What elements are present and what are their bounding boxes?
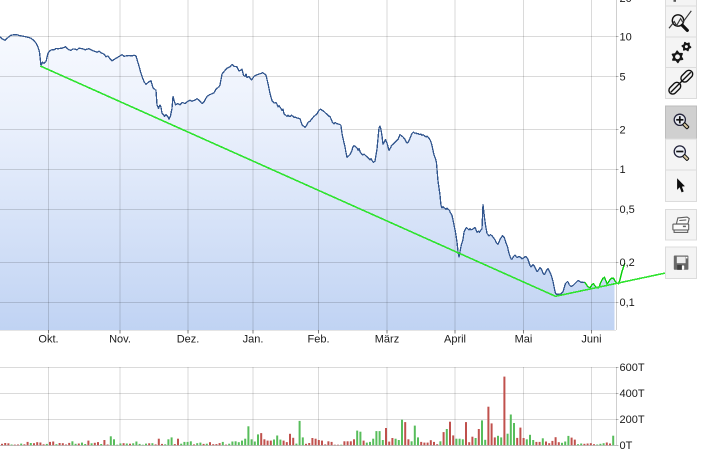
svg-text:600T: 600T [620, 362, 645, 374]
svg-text:1: 1 [620, 164, 626, 176]
svg-text:Mai: Mai [515, 334, 533, 346]
svg-text:Jan.: Jan. [243, 334, 264, 346]
svg-text:Nov.: Nov. [109, 334, 131, 346]
svg-text:0T: 0T [620, 440, 633, 452]
svg-text:Dez.: Dez. [177, 334, 200, 346]
svg-text:Juni: Juni [581, 334, 601, 346]
svg-text:5: 5 [620, 71, 626, 83]
svg-text:200T: 200T [620, 414, 645, 426]
svg-text:0,1: 0,1 [620, 297, 635, 309]
svg-text:20: 20 [620, 0, 632, 5]
svg-text:10: 10 [620, 32, 632, 44]
svg-text:0,5: 0,5 [620, 204, 635, 216]
svg-text:April: April [444, 334, 466, 346]
svg-text:Okt.: Okt. [38, 334, 58, 346]
svg-text:0,2: 0,2 [620, 257, 635, 269]
svg-text:März: März [375, 334, 399, 346]
svg-text:Feb.: Feb. [307, 334, 329, 346]
svg-text:2: 2 [620, 124, 626, 136]
svg-text:400T: 400T [620, 388, 645, 400]
